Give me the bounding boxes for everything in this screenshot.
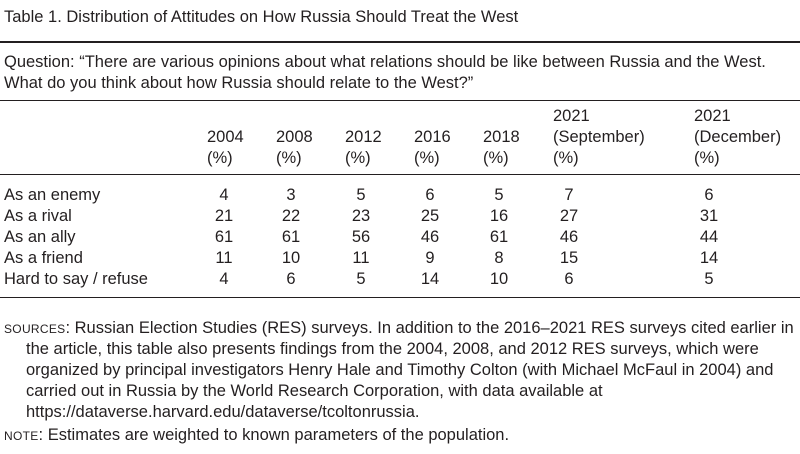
note-text: : Estimates are weighted to known parame… [38,426,510,444]
column-header-unit: (%) [207,149,233,167]
sources-label: SOURCES [4,319,66,337]
table-cell: 44 [699,228,719,246]
table-cell: 21 [214,207,234,225]
table-cell: 4 [219,186,229,204]
column-header-unit: (%) [276,149,302,167]
row-label: As a rival [4,207,72,225]
table-cell: 6 [704,186,714,204]
sources-text: : Russian Election Studies (RES) surveys… [26,319,794,421]
table-cell: 46 [420,228,440,246]
table-cell: 5 [494,186,504,204]
column-header-line1 [345,106,382,127]
table-cell: 8 [494,249,504,267]
table-cell: 14 [699,249,719,267]
column-header-year: 2021 [694,107,731,125]
table-cell: 61 [489,228,509,246]
column-header-line1 [483,106,520,127]
column-header-month: (December) [694,128,782,146]
note-footnote: NOTE: Estimates are weighted to known pa… [4,425,792,446]
table-row: Hard to say / refuse 4 6 5 14 10 6 5 [0,269,800,290]
header-bottom-rule [0,174,800,175]
column-header-2008: 2008 (%) [276,106,313,169]
column-header-2012: 2012 (%) [345,106,382,169]
column-header-year: 2018 [483,128,520,146]
table-cell: 11 [352,249,370,267]
column-header-year: 2016 [414,128,451,146]
table-cell: 5 [704,270,714,288]
table-row: As a friend 11 10 11 9 8 15 14 [0,248,800,269]
column-header-unit: (%) [553,149,579,167]
row-label: Hard to say / refuse [4,270,148,288]
table-bottom-rule [0,297,800,298]
table-cell: 46 [559,228,579,246]
column-header-line1 [276,106,313,127]
table-cell: 14 [420,270,440,288]
column-header-2016: 2016 (%) [414,106,451,169]
table-cell: 9 [425,249,435,267]
table-cell: 6 [286,270,296,288]
table-cell: 61 [281,228,301,246]
column-header-line1 [414,106,451,127]
table-cell: 27 [559,207,579,225]
column-header-line1 [207,106,244,127]
row-label: As an ally [4,228,76,246]
table-row: As an ally 61 61 56 46 61 46 44 [0,227,800,248]
table-cell: 22 [281,207,301,225]
column-header-unit: (%) [414,149,440,167]
table-cell: 6 [564,270,574,288]
table-title: Table 1. Distribution of Attitudes on Ho… [4,8,519,26]
column-header-unit: (%) [483,149,509,167]
table-cell: 11 [215,249,233,267]
table-cell: 5 [356,186,366,204]
row-label: As a friend [4,249,83,267]
table-cell: 31 [699,207,719,225]
sources-footnote: SOURCES: Russian Election Studies (RES) … [4,318,800,423]
top-rule [0,41,800,43]
column-header-year: 2012 [345,128,382,146]
table-cell: 56 [351,228,371,246]
column-header-2018: 2018 (%) [483,106,520,169]
table-cell: 5 [356,270,366,288]
survey-question: Question: “There are various opinions ab… [4,53,766,92]
column-header-unit: (%) [345,149,371,167]
table-row: As an enemy 4 3 5 6 5 7 6 [0,185,800,206]
column-header-month: (September) [553,128,645,146]
table-cell: 4 [219,270,229,288]
table-cell: 25 [420,207,440,225]
row-label: As an enemy [4,186,101,204]
header-top-rule [0,100,800,101]
column-header-year: 2008 [276,128,313,146]
column-header-2021-december: 2021 (December) (%) [694,106,781,169]
column-header-year: 2004 [207,128,244,146]
note-label: NOTE [4,426,39,444]
column-header-year: 2021 [553,107,590,125]
column-header-2004: 2004 (%) [207,106,244,169]
column-header-unit: (%) [694,149,720,167]
table-cell: 15 [559,249,579,267]
table-cell: 6 [425,186,435,204]
table-cell: 10 [281,249,301,267]
table-cell: 16 [489,207,509,225]
table-cell: 7 [564,186,574,204]
table-cell: 10 [489,270,509,288]
table-cell: 3 [286,186,296,204]
table-row: As a rival 21 22 23 25 16 27 31 [0,206,800,227]
table-cell: 23 [351,207,371,225]
table-cell: 61 [214,228,234,246]
column-header-2021-september: 2021 (September) (%) [553,106,645,169]
